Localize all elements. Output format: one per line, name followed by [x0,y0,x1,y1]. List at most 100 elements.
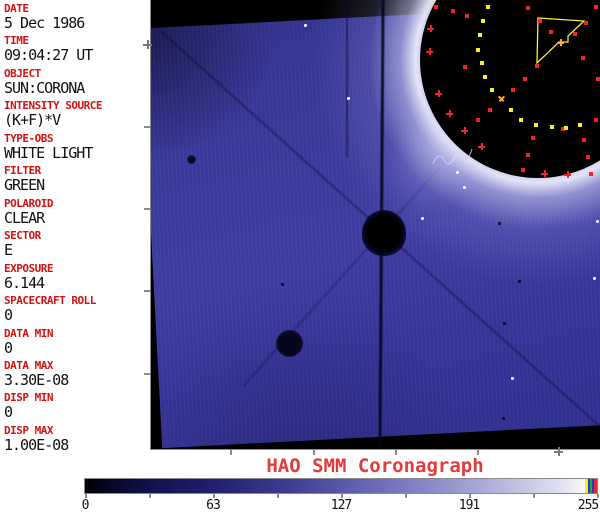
colorbar-marker-stripe [588,479,590,493]
orange-x-marker [497,94,507,104]
squiggle-artifact [432,148,473,165]
field-data-max: DATA MAX 3.30E-08 [4,358,69,389]
star-speck [596,220,599,223]
occulter-ball-shadow [362,210,406,256]
yellow-fiducial-dot [519,118,523,122]
field-label: TYPE-OBS [4,131,53,145]
field-time: TIME 09:04:27 UT [4,34,93,64]
field-value: GREEN [4,176,45,195]
star-speck [421,217,424,220]
colorbar-tick [149,494,151,498]
field-value: 5 Dec 1986 [4,14,85,32]
red-fiducial-dot [531,136,535,140]
colorbar-tick [277,494,279,498]
yellow-fiducial-dot [550,125,554,129]
field-value: (K+F)*V [4,111,61,130]
field-label: POLAROID [4,196,53,210]
field-label: SPACECRAFT ROLL [4,294,96,308]
colorbar-label: 127 [330,498,353,512]
red-plus-marker [435,90,442,97]
red-fiducial-dot [586,155,590,159]
field-label: TIME [4,34,29,48]
field-data-min: DATA MIN 0 [4,327,53,357]
yellow-fiducial-dot [490,88,494,92]
field-polaroid: POLAROID CLEAR [4,197,53,227]
yellow-fiducial-dot [564,126,568,130]
red-fiducial-dot [523,77,527,81]
red-plus-marker [427,25,434,32]
colorbar [84,478,598,494]
colorbar-tick [405,494,407,498]
yellow-fiducial-dot [478,33,482,37]
field-value: 0 [4,338,13,357]
dark-speck [502,417,505,420]
red-fiducial-dot [521,168,525,172]
field-value: 1.00E-08 [4,435,69,454]
red-fiducial-dot [488,108,492,112]
field-label: DISP MAX [4,423,53,437]
star-speck [593,277,596,280]
field-exposure: EXPOSURE 6.144 [4,262,53,292]
field-label: DATA MAX [4,358,53,372]
red-fiducial-dot [535,64,539,68]
red-plus-marker [478,143,485,150]
red-plus-marker [461,127,468,134]
red-fiducial-dot [561,127,565,131]
field-disp-min: DISP MIN 0 [4,391,53,421]
field-label: INTENSITY SOURCE [4,99,102,113]
colorbar-tick [533,494,535,498]
yellow-fiducial-dot [534,123,538,127]
yellow-fiducial-dot [578,123,582,127]
star-speck [463,186,466,189]
field-disp-max: DISP MAX 1.00E-08 [4,423,69,454]
red-fiducial-dot [581,56,585,60]
red-plus-marker [541,170,548,177]
field-label: DATA MIN [4,326,53,340]
red-fiducial-dot [434,5,438,9]
colorbar-tick [469,494,471,498]
colorbar-label: 255 [577,498,600,512]
colorbar-marker-stripe [592,479,594,493]
colorbar-marker-stripe [594,479,597,493]
red-fiducial-dot [596,77,600,81]
colorbar-tick [85,494,87,498]
field-value: SUN:CORONA [4,78,85,97]
red-fiducial-dot [594,5,598,9]
colorbar-label: 63 [206,498,221,512]
colorbar-tick [341,494,343,498]
red-fiducial-dot [538,19,542,23]
red-fiducial-dot [582,138,586,142]
coronagraph-image [150,0,600,450]
dark-speck [281,283,284,286]
dark-speck [503,322,506,325]
field-value: E [4,241,13,260]
bottom-axis-tick [230,450,232,455]
red-fiducial-dot [526,153,530,157]
red-fiducial-dot [594,118,598,122]
colorbar-label: 191 [458,498,481,512]
secondary-pylon-line [346,0,348,158]
field-type-obs: TYPE-OBS WHITE LIGHT [4,131,93,162]
field-object: OBJECT SUN:CORONA [4,66,85,97]
metadata-panel: DATE 5 Dec 1986 TIME 09:04:27 UT OBJECT SUN:C… [0,0,150,453]
star-speck [304,24,307,27]
field-label: SECTOR [4,229,41,243]
star-speck [347,97,350,100]
field-filter: FILTER GREEN [4,164,45,195]
star-speck [456,171,459,174]
field-label: DATE [4,2,29,15]
colorbar-label: 0 [81,498,90,512]
dark-speck [518,280,521,283]
red-fiducial-dot [465,14,469,18]
field-label: FILTER [4,164,41,178]
colorbar-marker-stripe [585,479,588,493]
field-value: CLEAR [4,208,45,227]
colorbar-marker-stripe [590,479,592,493]
star-speck [511,377,514,380]
colorbar-tick [213,494,215,498]
red-fiducial-dot [573,32,577,36]
field-sector: SECTOR E [4,229,41,259]
field-label: OBJECT [4,66,41,80]
field-value: 6.144 [4,273,45,292]
